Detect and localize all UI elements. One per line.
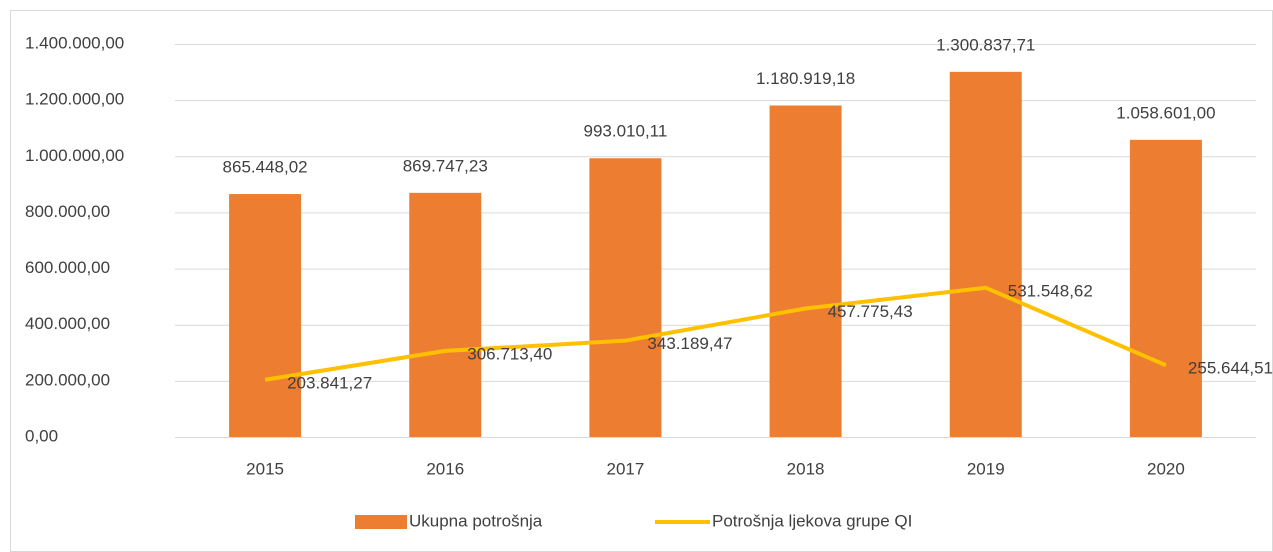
line-value-label: 203.841,27 xyxy=(287,373,372,392)
x-tick-label: 2016 xyxy=(426,459,464,478)
bar-value-label: 1.300.837,71 xyxy=(936,35,1035,54)
line-value-label: 457.775,43 xyxy=(828,302,913,321)
legend-label: Potrošnja ljekova grupe QI xyxy=(712,511,912,530)
legend-label: Ukupna potrošnja xyxy=(409,511,543,530)
x-tick-label: 2015 xyxy=(246,459,284,478)
bar xyxy=(949,71,1022,437)
y-tick-label: 800.000,00 xyxy=(25,202,110,221)
line xyxy=(264,285,1167,382)
x-tick-label: 2017 xyxy=(607,459,645,478)
bar xyxy=(409,192,482,437)
y-tick-label: 1.400.000,00 xyxy=(25,33,124,52)
line-value-label: 343.189,47 xyxy=(647,334,732,353)
bar-value-label: 993.010,11 xyxy=(584,122,668,141)
y-tick-label: 0,00 xyxy=(25,426,58,445)
bar xyxy=(1129,139,1202,437)
line-value-label: 255.644,51 xyxy=(1188,359,1273,378)
y-tick-label: 1.200.000,00 xyxy=(25,90,124,109)
line-value-label: 306.713,40 xyxy=(467,344,552,363)
x-tick-label: 2018 xyxy=(787,459,825,478)
bar xyxy=(769,105,842,437)
bar xyxy=(589,158,662,438)
y-tick-label: 200.000,00 xyxy=(25,370,110,389)
y-tick-label: 400.000,00 xyxy=(25,314,110,333)
legend-swatch xyxy=(355,515,407,529)
bar-value-label: 1.180.919,18 xyxy=(756,69,855,88)
bar xyxy=(229,194,302,437)
line-value-label: 531.548,62 xyxy=(1008,281,1093,300)
x-tick-label: 2019 xyxy=(967,459,1005,478)
y-tick-label: 600.000,00 xyxy=(25,258,110,277)
x-tick-label: 2020 xyxy=(1147,459,1185,478)
bar-value-label: 865.448,02 xyxy=(223,158,308,177)
bar-value-label: 869.747,23 xyxy=(403,156,488,175)
y-tick-label: 1.000.000,00 xyxy=(25,146,124,165)
bar-value-label: 1.058.601,00 xyxy=(1116,103,1215,122)
